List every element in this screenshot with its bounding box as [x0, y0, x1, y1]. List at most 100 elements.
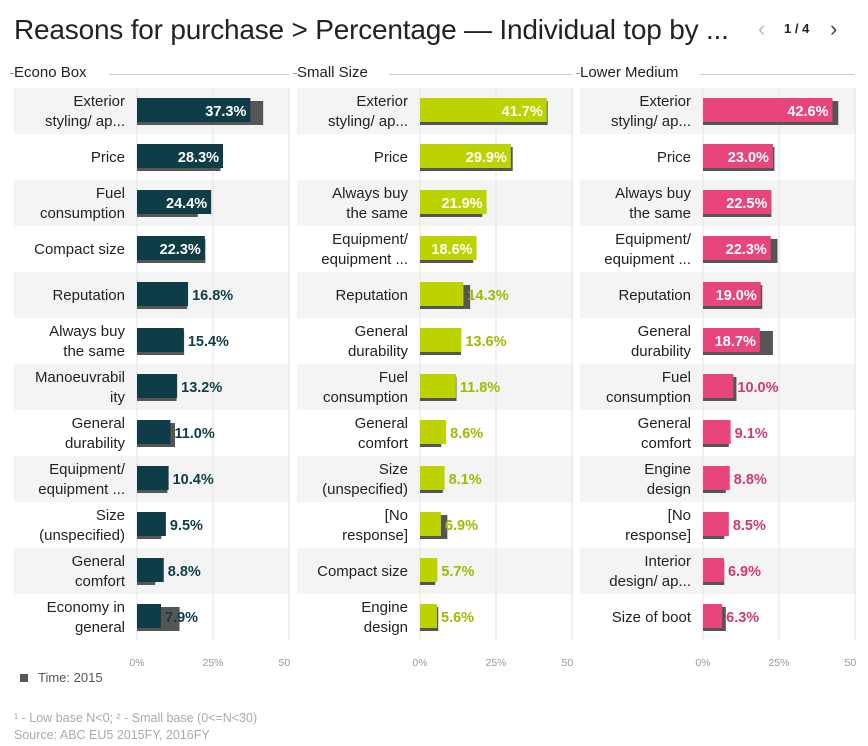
value-label: 21.9%	[441, 196, 482, 212]
value-label: 5.6%	[441, 610, 474, 626]
value-label: 6.3%	[726, 610, 759, 626]
category-label: styling/ ap...	[611, 113, 691, 130]
bar	[703, 604, 723, 628]
bar	[703, 420, 731, 444]
bar	[703, 374, 734, 398]
category-label: design	[364, 619, 408, 636]
category-label: Reputation	[335, 287, 408, 304]
value-label: 15.4%	[188, 334, 229, 350]
chevron-right-icon[interactable]: ›	[830, 16, 838, 41]
bar	[137, 558, 164, 582]
value-label: 19.0%	[716, 288, 757, 304]
category-label: General	[355, 415, 408, 432]
bar	[137, 282, 189, 306]
bar	[137, 374, 178, 398]
category-label: Price	[91, 149, 125, 166]
value-label: 22.3%	[726, 242, 767, 258]
bar	[137, 512, 166, 536]
category-label: general	[75, 619, 125, 636]
bar-chart-econo-box: Exterior styling/ ap... 37.3% Price 28.3% Fue…	[14, 88, 290, 669]
value-label: 13.6%	[465, 334, 506, 350]
category-label: Equipment/	[615, 231, 692, 248]
bar	[420, 236, 477, 260]
tick-label: 50%	[278, 657, 290, 669]
category-label: General	[638, 323, 691, 340]
value-label: 11.0%	[174, 426, 214, 442]
chevron-left-icon[interactable]: ‹	[758, 16, 766, 41]
bar	[703, 190, 772, 214]
category-label: Manoeuvrabil	[35, 369, 125, 386]
category-label: durability	[65, 435, 126, 452]
category-label: Exterior	[639, 93, 691, 110]
category-label: General	[72, 415, 125, 432]
pager: ‹ 1 / 4 ›	[758, 18, 848, 42]
bar	[420, 98, 547, 122]
category-label: equipment ...	[321, 251, 408, 268]
category-label: Fuel	[379, 369, 408, 386]
category-label: styling/ ap...	[328, 113, 408, 130]
bar	[420, 512, 441, 536]
category-label: durability	[348, 343, 409, 360]
category-label: Always buy	[615, 185, 691, 202]
bar	[420, 558, 438, 582]
category-label: General	[355, 323, 408, 340]
bar	[420, 282, 464, 306]
bar	[703, 236, 771, 260]
page-indicator: 1 / 4	[784, 21, 810, 36]
value-label: 8.8%	[168, 564, 201, 580]
value-label: 8.5%	[733, 518, 766, 534]
bar-chart-small-size: Exterior styling/ ap... 41.7% Price 29.9% Alw…	[297, 88, 573, 669]
value-label: 24.4%	[166, 196, 207, 212]
value-label: 5.7%	[441, 564, 474, 580]
panel-title: Small Size	[293, 64, 368, 81]
bar	[703, 466, 730, 490]
category-label: Engine	[361, 599, 408, 616]
category-label: comfort	[358, 435, 409, 452]
value-label: 42.6%	[787, 104, 828, 120]
category-label: response]	[625, 527, 691, 544]
value-label: 18.6%	[431, 242, 472, 258]
value-label: 22.5%	[726, 196, 767, 212]
category-label: Size	[379, 461, 408, 478]
value-label: 22.3%	[160, 242, 201, 258]
category-label: General	[72, 553, 125, 570]
category-label: [No	[385, 507, 408, 524]
value-label: 28.3%	[178, 150, 219, 166]
value-label: 18.7%	[715, 334, 756, 350]
category-label: design/ ap...	[609, 573, 691, 590]
value-label: 41.7%	[502, 104, 543, 120]
value-label: 16.8%	[192, 288, 233, 304]
category-label: Interior	[644, 553, 691, 570]
category-label: Economy in	[47, 599, 125, 616]
category-label: consumption	[323, 389, 408, 406]
category-label: Fuel	[662, 369, 691, 386]
category-label: Size	[96, 507, 125, 524]
category-label: Compact size	[317, 563, 408, 580]
category-label: the same	[629, 205, 691, 222]
bar	[703, 328, 760, 352]
category-label: ity	[110, 389, 126, 406]
category-label: Compact size	[34, 241, 125, 258]
bar	[420, 420, 447, 444]
category-label: Price	[657, 149, 691, 166]
category-label: [No	[668, 507, 691, 524]
category-label: Always buy	[49, 323, 125, 340]
bar	[420, 374, 456, 398]
bar	[420, 144, 511, 168]
category-label: Reputation	[618, 287, 691, 304]
tick-label: 25%	[768, 657, 789, 669]
page-title: Reasons for purchase > Percentage — Indi…	[14, 14, 729, 45]
category-label: equipment ...	[38, 481, 125, 498]
value-label: 9.1%	[735, 426, 768, 442]
category-label: Equipment/	[332, 231, 409, 248]
tick-label: 0%	[412, 657, 427, 669]
category-label: General	[638, 415, 691, 432]
bar	[703, 558, 724, 582]
bar	[420, 604, 438, 628]
tick-label: 50%	[844, 657, 856, 669]
value-label: 9.5%	[170, 518, 203, 534]
bar	[703, 282, 761, 306]
category-label: comfort	[641, 435, 692, 452]
category-label: consumption	[40, 205, 125, 222]
value-label: 23.0%	[728, 150, 769, 166]
